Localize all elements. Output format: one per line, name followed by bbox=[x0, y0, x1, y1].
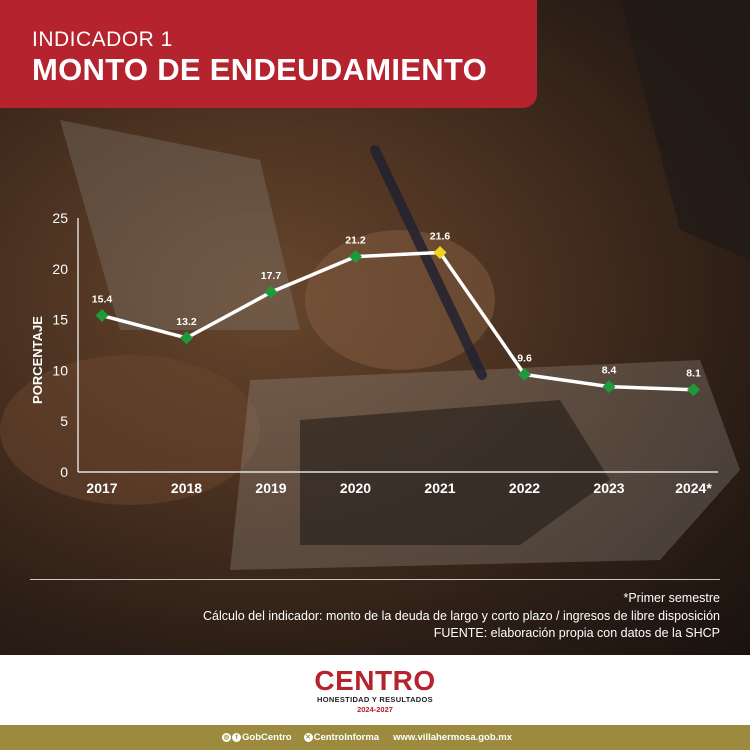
data-marker bbox=[602, 380, 616, 394]
logo-area: CENTRO HONESTIDAD Y RESULTADOS 2024-2027 bbox=[0, 655, 750, 725]
data-marker bbox=[433, 246, 447, 260]
footnote: *Primer semestre bbox=[623, 591, 720, 605]
y-tick-label: 20 bbox=[52, 261, 68, 277]
header-banner: INDICADOR 1 MONTO DE ENDEUDAMIENTO bbox=[0, 0, 537, 108]
data-label: 17.7 bbox=[261, 270, 282, 282]
y-tick-label: 15 bbox=[52, 312, 68, 328]
facebook-icon: f bbox=[232, 733, 241, 742]
x-tick-label: 2018 bbox=[171, 480, 202, 496]
chart-notes: *Primer semestre Cálculo del indicador: … bbox=[203, 590, 720, 643]
indicator-number: INDICADOR 1 bbox=[32, 28, 173, 51]
data-markers bbox=[95, 246, 700, 397]
data-marker bbox=[349, 250, 362, 264]
footer-bar: ◎ f GobCentro ✕ CentroInforma www.villah… bbox=[0, 725, 750, 750]
page-title: MONTO DE ENDEUDAMIENTO bbox=[32, 52, 487, 87]
x-tick-label: 2023 bbox=[593, 480, 624, 496]
y-tick-label: 25 bbox=[52, 210, 68, 226]
x-tick-label: 2022 bbox=[509, 480, 540, 496]
x-axis: 2017 2018 2019 2020 2021 2022 2023 2024* bbox=[78, 471, 718, 496]
data-labels: 15.4 13.2 17.7 21.2 21.6 9.6 8.4 8.1 bbox=[92, 231, 701, 380]
data-label: 9.6 bbox=[517, 352, 532, 364]
brand-slogan: HONESTIDAD Y RESULTADOS bbox=[317, 695, 433, 704]
data-label: 8.1 bbox=[686, 368, 701, 380]
divider bbox=[30, 579, 720, 580]
x-tick-label: 2024* bbox=[675, 480, 712, 496]
data-label: 13.2 bbox=[176, 316, 197, 328]
instagram-icon: ◎ bbox=[222, 733, 231, 742]
data-label: 21.2 bbox=[345, 235, 366, 247]
y-axis: 0 5 10 15 20 25 bbox=[52, 210, 79, 480]
brand-years: 2024-2027 bbox=[357, 705, 393, 714]
x-tick-label: 2021 bbox=[424, 480, 455, 496]
background-dim-overlay bbox=[0, 0, 750, 655]
x-tick-labels: 2017 2018 2019 2020 2021 2022 2023 2024* bbox=[86, 480, 712, 496]
data-marker bbox=[518, 367, 531, 381]
social-handle-1: GobCentro bbox=[242, 732, 292, 743]
source-note: FUENTE: elaboración propia con datos de … bbox=[433, 626, 720, 640]
social-x[interactable]: ✕ CentroInforma bbox=[303, 732, 380, 743]
calculation-note: Cálculo del indicador: monto de la deuda… bbox=[203, 608, 720, 623]
series-line bbox=[101, 250, 694, 392]
social-handle-2: CentroInforma bbox=[313, 732, 380, 743]
data-marker bbox=[687, 383, 700, 397]
data-label: 21.6 bbox=[430, 231, 451, 243]
data-label: 15.4 bbox=[92, 294, 113, 306]
data-label: 8.4 bbox=[602, 365, 617, 377]
y-tick-label: 5 bbox=[60, 413, 68, 429]
y-axis-title: PORCENTAJE bbox=[30, 316, 45, 404]
y-tick-label: 0 bbox=[60, 464, 68, 480]
data-marker bbox=[95, 309, 109, 323]
brand-logo: CENTRO bbox=[314, 665, 436, 696]
x-icon: ✕ bbox=[303, 733, 313, 742]
y-tick-labels: 0 5 10 15 20 25 bbox=[52, 210, 68, 480]
y-tick-label: 10 bbox=[52, 362, 68, 378]
social-facebook[interactable]: ◎ f GobCentro bbox=[222, 732, 292, 743]
data-marker bbox=[180, 331, 193, 345]
x-tick-label: 2017 bbox=[86, 480, 117, 496]
website-link[interactable]: www.villahermosa.gob.mx bbox=[393, 732, 513, 743]
data-marker bbox=[264, 285, 278, 299]
x-tick-label: 2019 bbox=[255, 480, 286, 496]
x-tick-label: 2020 bbox=[340, 480, 371, 496]
